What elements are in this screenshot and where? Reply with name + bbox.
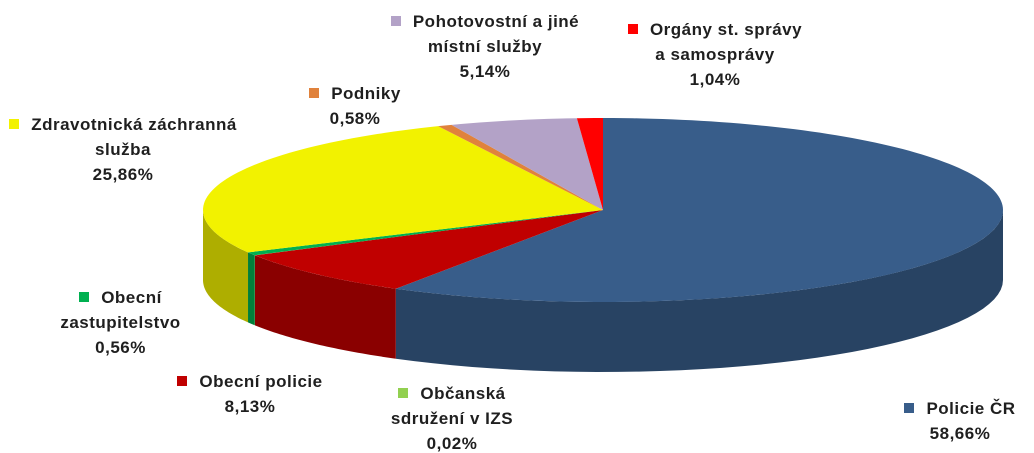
category-label: Policie ČR xyxy=(926,399,1016,418)
slice-label: Podniky 0,58% xyxy=(290,81,420,131)
slice-label: Orgány st. správy a samosprávy 1,04% xyxy=(626,17,804,92)
slice xyxy=(254,210,603,289)
slice xyxy=(451,118,603,210)
legend-marker xyxy=(627,24,638,34)
slice xyxy=(576,118,603,210)
legend-marker xyxy=(309,88,320,98)
slice-label: Pohotovostní a jiné místní služby 5,14% xyxy=(372,9,598,84)
slice-side xyxy=(248,252,255,326)
value-label: 1,04% xyxy=(689,70,741,89)
category-label: Pohotovostní a jiné místní služby xyxy=(412,12,580,56)
slice-side xyxy=(203,210,249,323)
slice-label: Obecní zastupitelstvo 0,56% xyxy=(18,285,223,360)
value-label: 0,02% xyxy=(426,434,478,453)
value-label: 25,86% xyxy=(92,165,154,184)
legend-marker xyxy=(79,292,90,302)
value-label: 58,66% xyxy=(929,424,991,443)
value-label: 0,56% xyxy=(95,338,146,357)
slice xyxy=(254,210,604,256)
slice-side xyxy=(254,255,396,359)
category-label: Obecní policie xyxy=(199,372,323,391)
slice xyxy=(395,118,1003,302)
slice-label: Zdravotnická záchranná služba 25,86% xyxy=(8,112,238,187)
slice-side xyxy=(395,210,1003,372)
category-label: Podniky xyxy=(331,84,401,103)
legend-marker xyxy=(177,376,188,386)
legend-marker xyxy=(904,403,915,413)
slice-label: Občanská sdružení v IZS 0,02% xyxy=(362,381,542,453)
legend-marker xyxy=(9,119,20,129)
category-label: Orgány st. správy a samosprávy xyxy=(649,20,803,64)
slice xyxy=(203,126,603,253)
slice-label: Obecní policie 8,13% xyxy=(150,369,350,419)
legend-marker xyxy=(390,16,401,26)
value-label: 0,58% xyxy=(329,109,381,128)
category-label: Občanská sdružení v IZS xyxy=(390,384,514,428)
slice xyxy=(248,210,603,256)
slice-label: Policie ČR 58,66% xyxy=(885,396,1034,446)
value-label: 5,14% xyxy=(459,62,511,81)
legend-marker xyxy=(398,388,409,398)
slice xyxy=(438,124,603,210)
category-label: Zdravotnická záchranná služba xyxy=(31,115,237,159)
category-label: Obecní zastupitelstvo xyxy=(60,288,181,332)
value-label: 8,13% xyxy=(224,397,276,416)
